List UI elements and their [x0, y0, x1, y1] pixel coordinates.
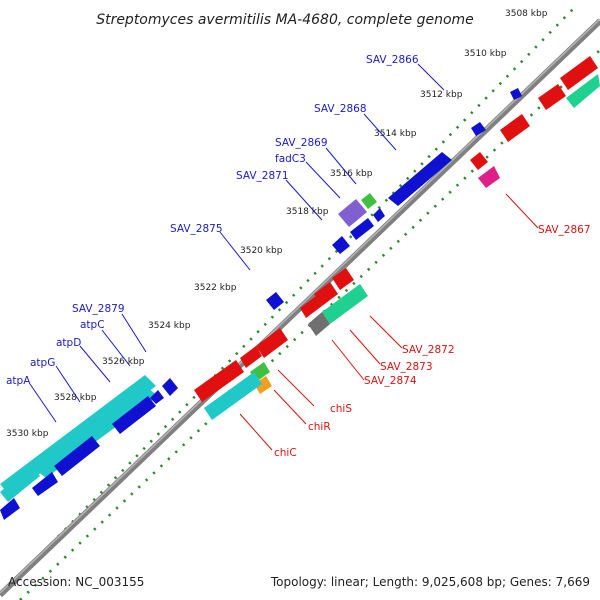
reverse-gene-label[interactable]: chiS [330, 403, 352, 415]
gene-chir[interactable] [254, 376, 272, 394]
upper-tick-track [7, 7, 575, 589]
forward-gene-label[interactable]: SAV_2868 [314, 103, 367, 115]
gene-cyan-left[interactable] [0, 466, 40, 502]
tick-label: 3530 kbp [6, 429, 49, 439]
genome-summary: Topology: linear; Length: 9,025,608 bp; … [270, 575, 590, 589]
forward-genes [0, 88, 522, 520]
gene-sav2866[interactable] [510, 88, 522, 100]
gene-atpd-cyan[interactable] [0, 375, 156, 496]
gene-sav2875[interactable] [332, 236, 350, 254]
forward-gene-label[interactable]: atpD [56, 337, 81, 349]
tick-label: 3528 kbp [54, 393, 97, 403]
scale-ticks: 3508 kbp 3510 kbp 3512 kbp 3514 kbp 3516 kbp… [6, 9, 548, 439]
tick-label: 3514 kbp [374, 129, 417, 139]
forward-gene-label[interactable]: atpA [6, 375, 31, 387]
gene-red-2873[interactable] [300, 296, 322, 318]
gene-red-top1[interactable] [560, 56, 598, 90]
forward-gene-label[interactable]: SAV_2879 [72, 303, 125, 315]
gene-blue-f[interactable] [32, 472, 58, 496]
reverse-gene-label[interactable]: chiC [274, 447, 297, 459]
reverse-gene-label[interactable]: chiR [308, 421, 331, 433]
forward-gene-label[interactable]: atpC [80, 319, 105, 331]
map-title: Streptomyces avermitilis MA-4680, comple… [96, 12, 474, 28]
gene-atpc[interactable] [162, 378, 178, 396]
gene-blue-d[interactable] [112, 396, 156, 434]
forward-leaders [29, 63, 445, 423]
reverse-gene-label[interactable]: SAV_2867 [538, 224, 591, 236]
tick-label: 3510 kbp [464, 49, 507, 59]
tick-label: 3518 kbp [286, 207, 329, 217]
gene-sav2867[interactable] [478, 166, 500, 188]
tick-label: 3508 kbp [505, 9, 548, 19]
gene-red-2872b[interactable] [314, 282, 338, 306]
forward-gene-label[interactable]: fadC3 [275, 153, 306, 165]
reverse-gene-labels: SAV_2867 SAV_2872 SAV_2873 SAV_2874 chiS chiR… [274, 224, 591, 459]
gene-red-chis2[interactable] [240, 346, 262, 368]
gene-sav2871-large[interactable] [388, 152, 452, 206]
forward-gene-label[interactable]: SAV_2869 [275, 137, 328, 149]
gene-blue-b[interactable] [350, 218, 374, 240]
gene-sav2869[interactable] [361, 193, 377, 209]
gene-chic[interactable] [204, 372, 262, 420]
gene-blue-g[interactable] [0, 498, 20, 520]
gene-red-chis1[interactable] [256, 328, 288, 358]
forward-gene-label[interactable]: SAV_2866 [366, 54, 419, 66]
gene-red-chis3[interactable] [194, 360, 244, 402]
gene-red-mid[interactable] [500, 114, 530, 142]
tick-label: 3516 kbp [330, 169, 373, 179]
tick-label: 3526 kbp [102, 357, 145, 367]
gene-atpg-cyan[interactable] [36, 388, 158, 478]
forward-gene-label[interactable]: atpG [30, 357, 55, 369]
tick-label: 3524 kbp [148, 321, 191, 331]
gene-blue-c[interactable] [150, 390, 164, 404]
gene-blue-e[interactable] [54, 436, 100, 476]
gene-red-top2[interactable] [538, 84, 566, 110]
gene-sav2874[interactable] [308, 312, 330, 336]
forward-gene-label[interactable]: SAV_2875 [170, 223, 223, 235]
tick-label: 3520 kbp [240, 246, 283, 256]
tick-label: 3512 kbp [420, 90, 463, 100]
gene-small-blue-a[interactable] [373, 208, 385, 222]
backbone-highlight [0, 18, 600, 594]
reverse-gene-label[interactable]: SAV_2874 [364, 375, 417, 387]
forward-gene-label[interactable]: SAV_2871 [236, 170, 289, 182]
gene-green-top[interactable] [566, 74, 600, 108]
gene-sav2868[interactable] [471, 122, 486, 136]
reverse-leaders [239, 193, 539, 451]
accession-label: Accession: NC_003155 [8, 575, 144, 589]
tick-label: 3522 kbp [194, 283, 237, 293]
gene-red-2872a[interactable] [332, 268, 354, 290]
gene-fadc3[interactable] [338, 199, 367, 227]
reverse-genes [194, 56, 600, 420]
reverse-gene-label[interactable]: SAV_2872 [402, 344, 455, 356]
reverse-gene-label[interactable]: SAV_2873 [380, 361, 433, 373]
gene-green-2873[interactable] [322, 284, 368, 324]
forward-gene-labels: SAV_2866 SAV_2868 SAV_2869 fadC3 SAV_2871 SAV… [6, 54, 419, 387]
gene-red-2867[interactable] [470, 152, 488, 170]
gene-sav2879[interactable] [266, 292, 284, 310]
